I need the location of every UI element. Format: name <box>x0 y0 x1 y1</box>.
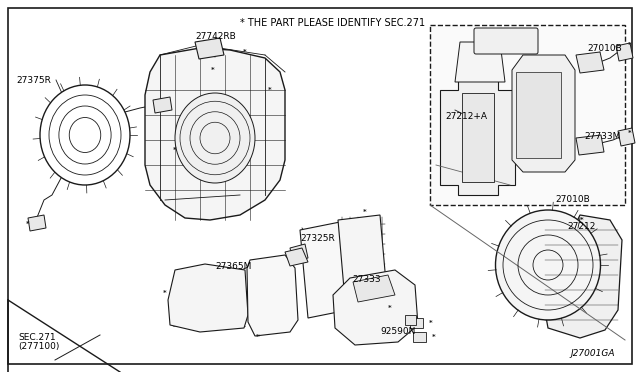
Polygon shape <box>616 43 633 61</box>
Polygon shape <box>28 215 46 231</box>
Polygon shape <box>300 222 348 318</box>
Text: 27010B: 27010B <box>587 44 621 53</box>
Polygon shape <box>153 97 172 113</box>
Text: J27001GA: J27001GA <box>570 349 614 358</box>
Ellipse shape <box>495 210 600 320</box>
Polygon shape <box>542 215 622 338</box>
Polygon shape <box>290 244 308 262</box>
Polygon shape <box>576 135 604 155</box>
Text: 27333: 27333 <box>352 275 381 284</box>
Polygon shape <box>168 264 248 332</box>
Polygon shape <box>512 55 575 172</box>
Polygon shape <box>410 318 423 328</box>
Text: *: * <box>628 130 632 136</box>
Text: *: * <box>256 334 260 340</box>
Text: (277100): (277100) <box>18 342 60 351</box>
Ellipse shape <box>49 95 121 175</box>
Text: 92590N: 92590N <box>380 327 415 336</box>
Text: 27365M: 27365M <box>215 262 252 271</box>
Text: 27325R: 27325R <box>300 234 335 243</box>
Polygon shape <box>195 38 224 59</box>
Text: *: * <box>580 217 584 223</box>
Text: *: * <box>628 42 632 48</box>
Polygon shape <box>145 48 285 220</box>
FancyBboxPatch shape <box>474 28 538 54</box>
Text: *: * <box>211 67 215 73</box>
Text: *: * <box>388 305 392 311</box>
Text: *: * <box>429 320 433 326</box>
Polygon shape <box>440 80 515 195</box>
Ellipse shape <box>69 118 100 153</box>
Polygon shape <box>285 248 308 266</box>
Polygon shape <box>576 52 604 73</box>
Text: SEC.271: SEC.271 <box>18 333 56 342</box>
Text: *: * <box>26 221 30 227</box>
Ellipse shape <box>59 106 111 164</box>
Polygon shape <box>455 42 505 82</box>
Text: 27010B: 27010B <box>555 195 589 204</box>
Polygon shape <box>516 72 561 158</box>
Text: * THE PART PLEASE IDENTIFY SEC.271: * THE PART PLEASE IDENTIFY SEC.271 <box>240 18 425 28</box>
Text: *: * <box>432 334 436 340</box>
Text: 27212: 27212 <box>567 222 595 231</box>
Text: *: * <box>268 87 272 93</box>
Text: 27733M: 27733M <box>584 132 620 141</box>
Polygon shape <box>333 270 418 345</box>
Text: 27742RB: 27742RB <box>195 32 236 41</box>
Text: *: * <box>243 49 247 55</box>
Polygon shape <box>413 332 426 342</box>
Polygon shape <box>247 255 298 336</box>
Text: 27212+A: 27212+A <box>445 112 487 121</box>
Text: *: * <box>173 147 177 153</box>
Ellipse shape <box>175 93 255 183</box>
Ellipse shape <box>40 85 130 185</box>
Polygon shape <box>618 128 635 146</box>
Polygon shape <box>353 275 395 302</box>
Text: *: * <box>363 209 367 215</box>
Polygon shape <box>462 93 494 182</box>
Text: *: * <box>163 290 167 296</box>
Polygon shape <box>338 215 388 312</box>
Polygon shape <box>405 315 416 325</box>
Text: 27375R: 27375R <box>16 76 51 85</box>
Bar <box>430 25 625 205</box>
